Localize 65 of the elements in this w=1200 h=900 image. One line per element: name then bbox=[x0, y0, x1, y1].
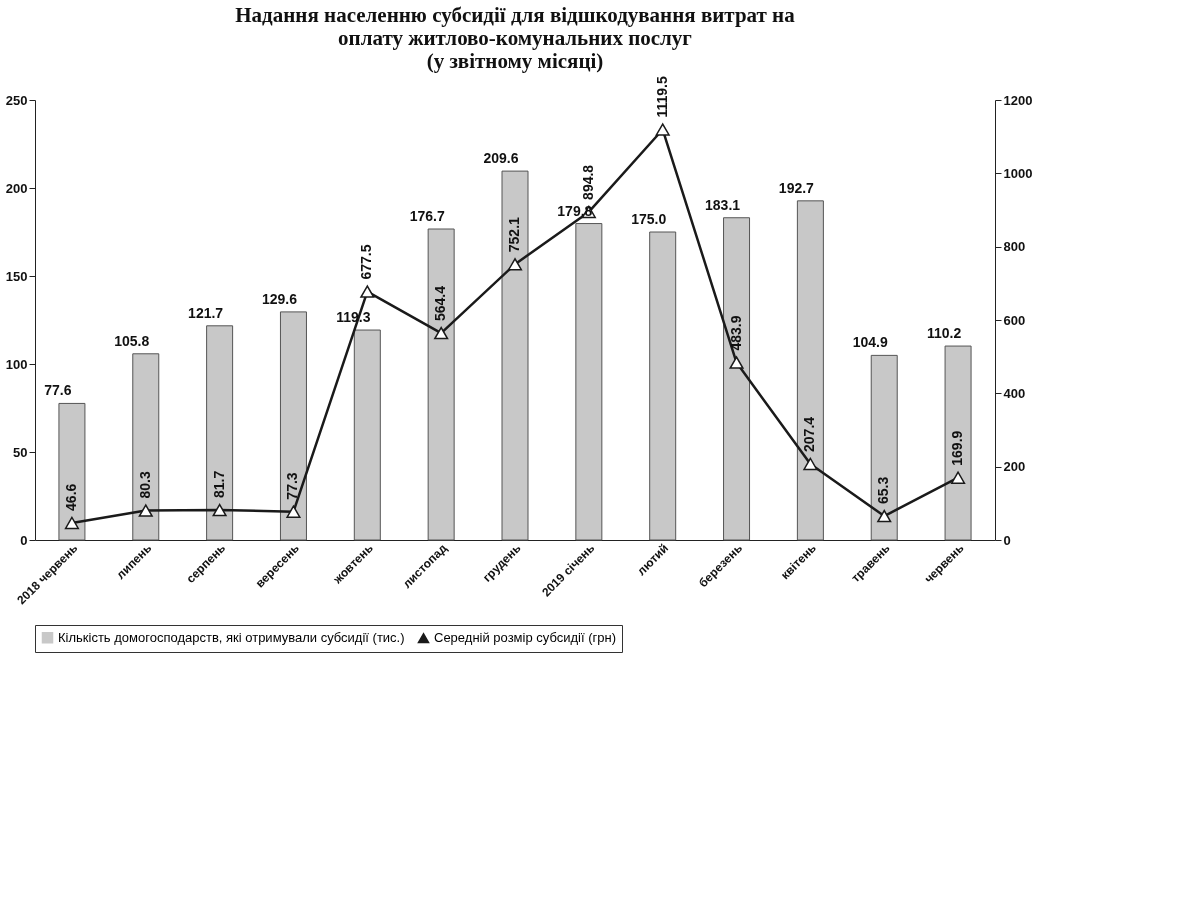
point bbox=[803, 457, 818, 471]
y-tick-label: 250 bbox=[5, 92, 28, 108]
data-label: 175.0 bbox=[631, 211, 667, 227]
bar bbox=[501, 170, 529, 541]
bar bbox=[427, 228, 455, 541]
bar bbox=[279, 311, 307, 541]
point bbox=[286, 505, 301, 518]
data-label: 564.4 bbox=[432, 285, 449, 322]
data-label: 192.7 bbox=[778, 179, 815, 196]
point bbox=[138, 504, 153, 517]
point bbox=[877, 509, 892, 523]
legend-label: Кількість домогосподарств, які отримували субсидії (тис.) bbox=[58, 629, 405, 645]
data-label: 677.5 bbox=[358, 244, 375, 280]
data-label: 207.4 bbox=[801, 416, 818, 452]
y-tick-label: 0 bbox=[20, 532, 28, 548]
point bbox=[951, 471, 966, 484]
point bbox=[507, 258, 523, 271]
bar bbox=[353, 329, 381, 541]
point bbox=[729, 356, 744, 369]
data-label: 104.9 bbox=[852, 334, 888, 351]
y2-tick-label: 800 bbox=[1003, 239, 1026, 255]
y-tick-label: 100 bbox=[5, 356, 28, 372]
data-label: 121.7 bbox=[188, 304, 224, 321]
data-label: 1119.5 bbox=[653, 76, 670, 118]
bar bbox=[944, 345, 972, 541]
point bbox=[655, 123, 670, 136]
y-tick-label: 200 bbox=[5, 180, 28, 196]
bar bbox=[132, 353, 160, 541]
y-tick-label: 150 bbox=[5, 268, 28, 284]
data-label: 110.2 bbox=[926, 325, 962, 342]
y2-tick-label: 0 bbox=[1003, 532, 1011, 548]
point bbox=[64, 516, 79, 530]
data-label: 209.6 bbox=[483, 150, 519, 167]
bar bbox=[870, 354, 898, 541]
chart-title: Надання населенню субсидії для відшкодування витрат на оплату житлово-комунальних послуг (у звітному місяці) bbox=[235, 3, 796, 74]
bar bbox=[723, 217, 751, 541]
data-label: 81.7 bbox=[210, 470, 227, 499]
data-label: 77.3 bbox=[284, 472, 301, 500]
data-label: 46.6 bbox=[62, 483, 79, 511]
data-label: 183.1 bbox=[705, 196, 741, 213]
point bbox=[360, 285, 375, 298]
data-label: 176.7 bbox=[409, 208, 445, 225]
data-label: 483.9 bbox=[727, 315, 744, 351]
point bbox=[434, 326, 449, 340]
data-label: 894.8 bbox=[579, 164, 596, 200]
bar bbox=[649, 231, 677, 541]
data-label: 77.6 bbox=[44, 382, 72, 399]
y2-tick-label: 400 bbox=[1003, 385, 1026, 401]
y2-tick-label: 1000 bbox=[1003, 165, 1033, 181]
bar bbox=[58, 402, 86, 541]
legend-label: Середній розмір субсидії (грн) bbox=[434, 630, 616, 646]
data-label: 169.9 bbox=[949, 430, 966, 466]
bar bbox=[575, 223, 603, 541]
data-label: 65.3 bbox=[875, 476, 892, 505]
y2-tick-label: 1200 bbox=[1003, 92, 1033, 108]
data-label: 105.8 bbox=[114, 332, 150, 349]
data-label: 80.3 bbox=[136, 471, 153, 499]
bar bbox=[206, 325, 234, 541]
data-label: 752.1 bbox=[506, 216, 522, 253]
y2-tick-label: 200 bbox=[1003, 459, 1026, 475]
y-tick-label: 50 bbox=[13, 444, 28, 460]
y2-tick-label: 600 bbox=[1003, 312, 1026, 328]
point bbox=[212, 503, 227, 517]
bar bbox=[796, 200, 824, 541]
data-label: 129.6 bbox=[261, 290, 298, 307]
